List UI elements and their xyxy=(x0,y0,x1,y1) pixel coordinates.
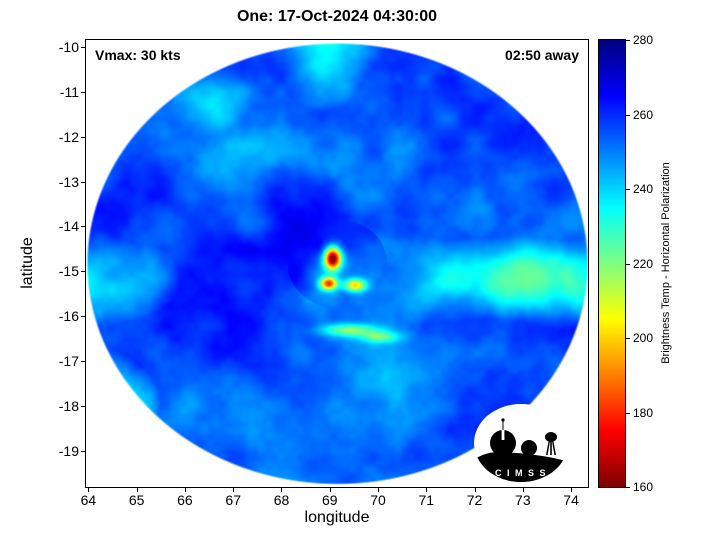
eta-annotation: 02:50 away xyxy=(505,47,579,63)
x-tick-label: 72 xyxy=(466,492,483,508)
y-tick-label: -19 xyxy=(58,443,79,460)
x-tick-label: 67 xyxy=(225,492,242,508)
colorbar-tick-label: 260 xyxy=(633,107,654,122)
x-tick-mark xyxy=(329,488,331,492)
y-tick-label: -15 xyxy=(58,263,79,280)
y-tick-mark xyxy=(81,136,85,138)
colorbar-tick-label: 180 xyxy=(633,405,654,420)
x-tick-mark xyxy=(136,488,138,492)
colorbar-tick-mark xyxy=(626,263,630,265)
y-tick-mark xyxy=(81,406,85,408)
cimss-logo-text: C I M S S xyxy=(495,468,547,478)
x-tick-label: 65 xyxy=(128,492,145,508)
x-tick-label: 73 xyxy=(515,492,531,508)
y-tick-label: -11 xyxy=(59,83,79,100)
x-tick-label: 74 xyxy=(563,492,579,508)
y-tick-mark xyxy=(81,451,85,453)
colorbar-label: Brightness Temp - Horizontal Polarizatio… xyxy=(660,162,672,364)
colorbar-tick-mark xyxy=(626,40,630,41)
colorbar-tick-label: 200 xyxy=(633,331,654,345)
x-tick-mark xyxy=(233,488,235,492)
x-tick-label: 71 xyxy=(418,492,435,508)
x-tick-label: 68 xyxy=(273,492,290,508)
x-tick-label: 69 xyxy=(321,492,338,508)
colorbar-tick-mark xyxy=(626,487,630,488)
x-tick-mark xyxy=(522,488,524,492)
plot-area: Vmax: 30 kts 02:50 away C I M S S xyxy=(85,39,589,488)
cimss-logo: C I M S S xyxy=(474,404,568,482)
x-tick-label: 66 xyxy=(177,492,193,508)
x-axis-label: longitude xyxy=(304,509,370,526)
x-tick-mark xyxy=(474,488,476,492)
colorbar-tick-mark xyxy=(626,338,630,339)
y-tick-mark xyxy=(81,46,85,48)
cimss-logo-water-tower xyxy=(545,432,557,442)
colorbar-tick-mark xyxy=(626,114,630,116)
y-tick-mark xyxy=(81,181,85,183)
y-tick-label: -14 xyxy=(58,218,79,235)
y-tick-label: -13 xyxy=(58,173,79,190)
x-tick-mark xyxy=(378,488,380,492)
colorbar-gradient xyxy=(599,40,625,487)
y-tick-label: -12 xyxy=(58,128,79,145)
x-tick-mark xyxy=(88,488,90,492)
colorbar-tick-mark xyxy=(626,412,630,414)
y-tick-label: -18 xyxy=(58,398,79,415)
plot-title: One: 17-Oct-2024 04:30:00 xyxy=(236,8,438,25)
x-tick-mark xyxy=(571,488,573,492)
colorbar-tick-label: 280 xyxy=(633,33,654,47)
cimss-logo-dome-small xyxy=(521,440,537,456)
x-tick-mark xyxy=(426,488,428,492)
colorbar-tick-label: 160 xyxy=(633,480,654,494)
y-tick-mark xyxy=(81,316,85,318)
x-tick-mark xyxy=(281,488,283,492)
y-tick-mark xyxy=(81,226,85,228)
y-tick-mark xyxy=(81,91,85,93)
colorbar-tick-mark xyxy=(626,189,630,190)
y-tick-label: -16 xyxy=(58,308,79,325)
cimss-logo-antenna xyxy=(502,421,504,430)
y-tick-mark xyxy=(81,361,85,363)
x-tick-mark xyxy=(184,488,186,492)
x-tick-label: 70 xyxy=(370,492,386,508)
y-tick-mark xyxy=(81,271,85,273)
y-tick-label: -17 xyxy=(58,353,79,370)
x-tick-label: 64 xyxy=(80,492,97,508)
cimss-logo-dome-large xyxy=(490,430,516,456)
vmax-annotation: Vmax: 30 kts xyxy=(95,47,181,63)
colorbar-tick-label: 240 xyxy=(633,182,654,196)
y-axis-label: latitude xyxy=(19,237,36,289)
colorbar xyxy=(598,39,626,488)
y-tick-label: -10 xyxy=(58,38,79,55)
colorbar-tick-label: 220 xyxy=(633,256,654,271)
